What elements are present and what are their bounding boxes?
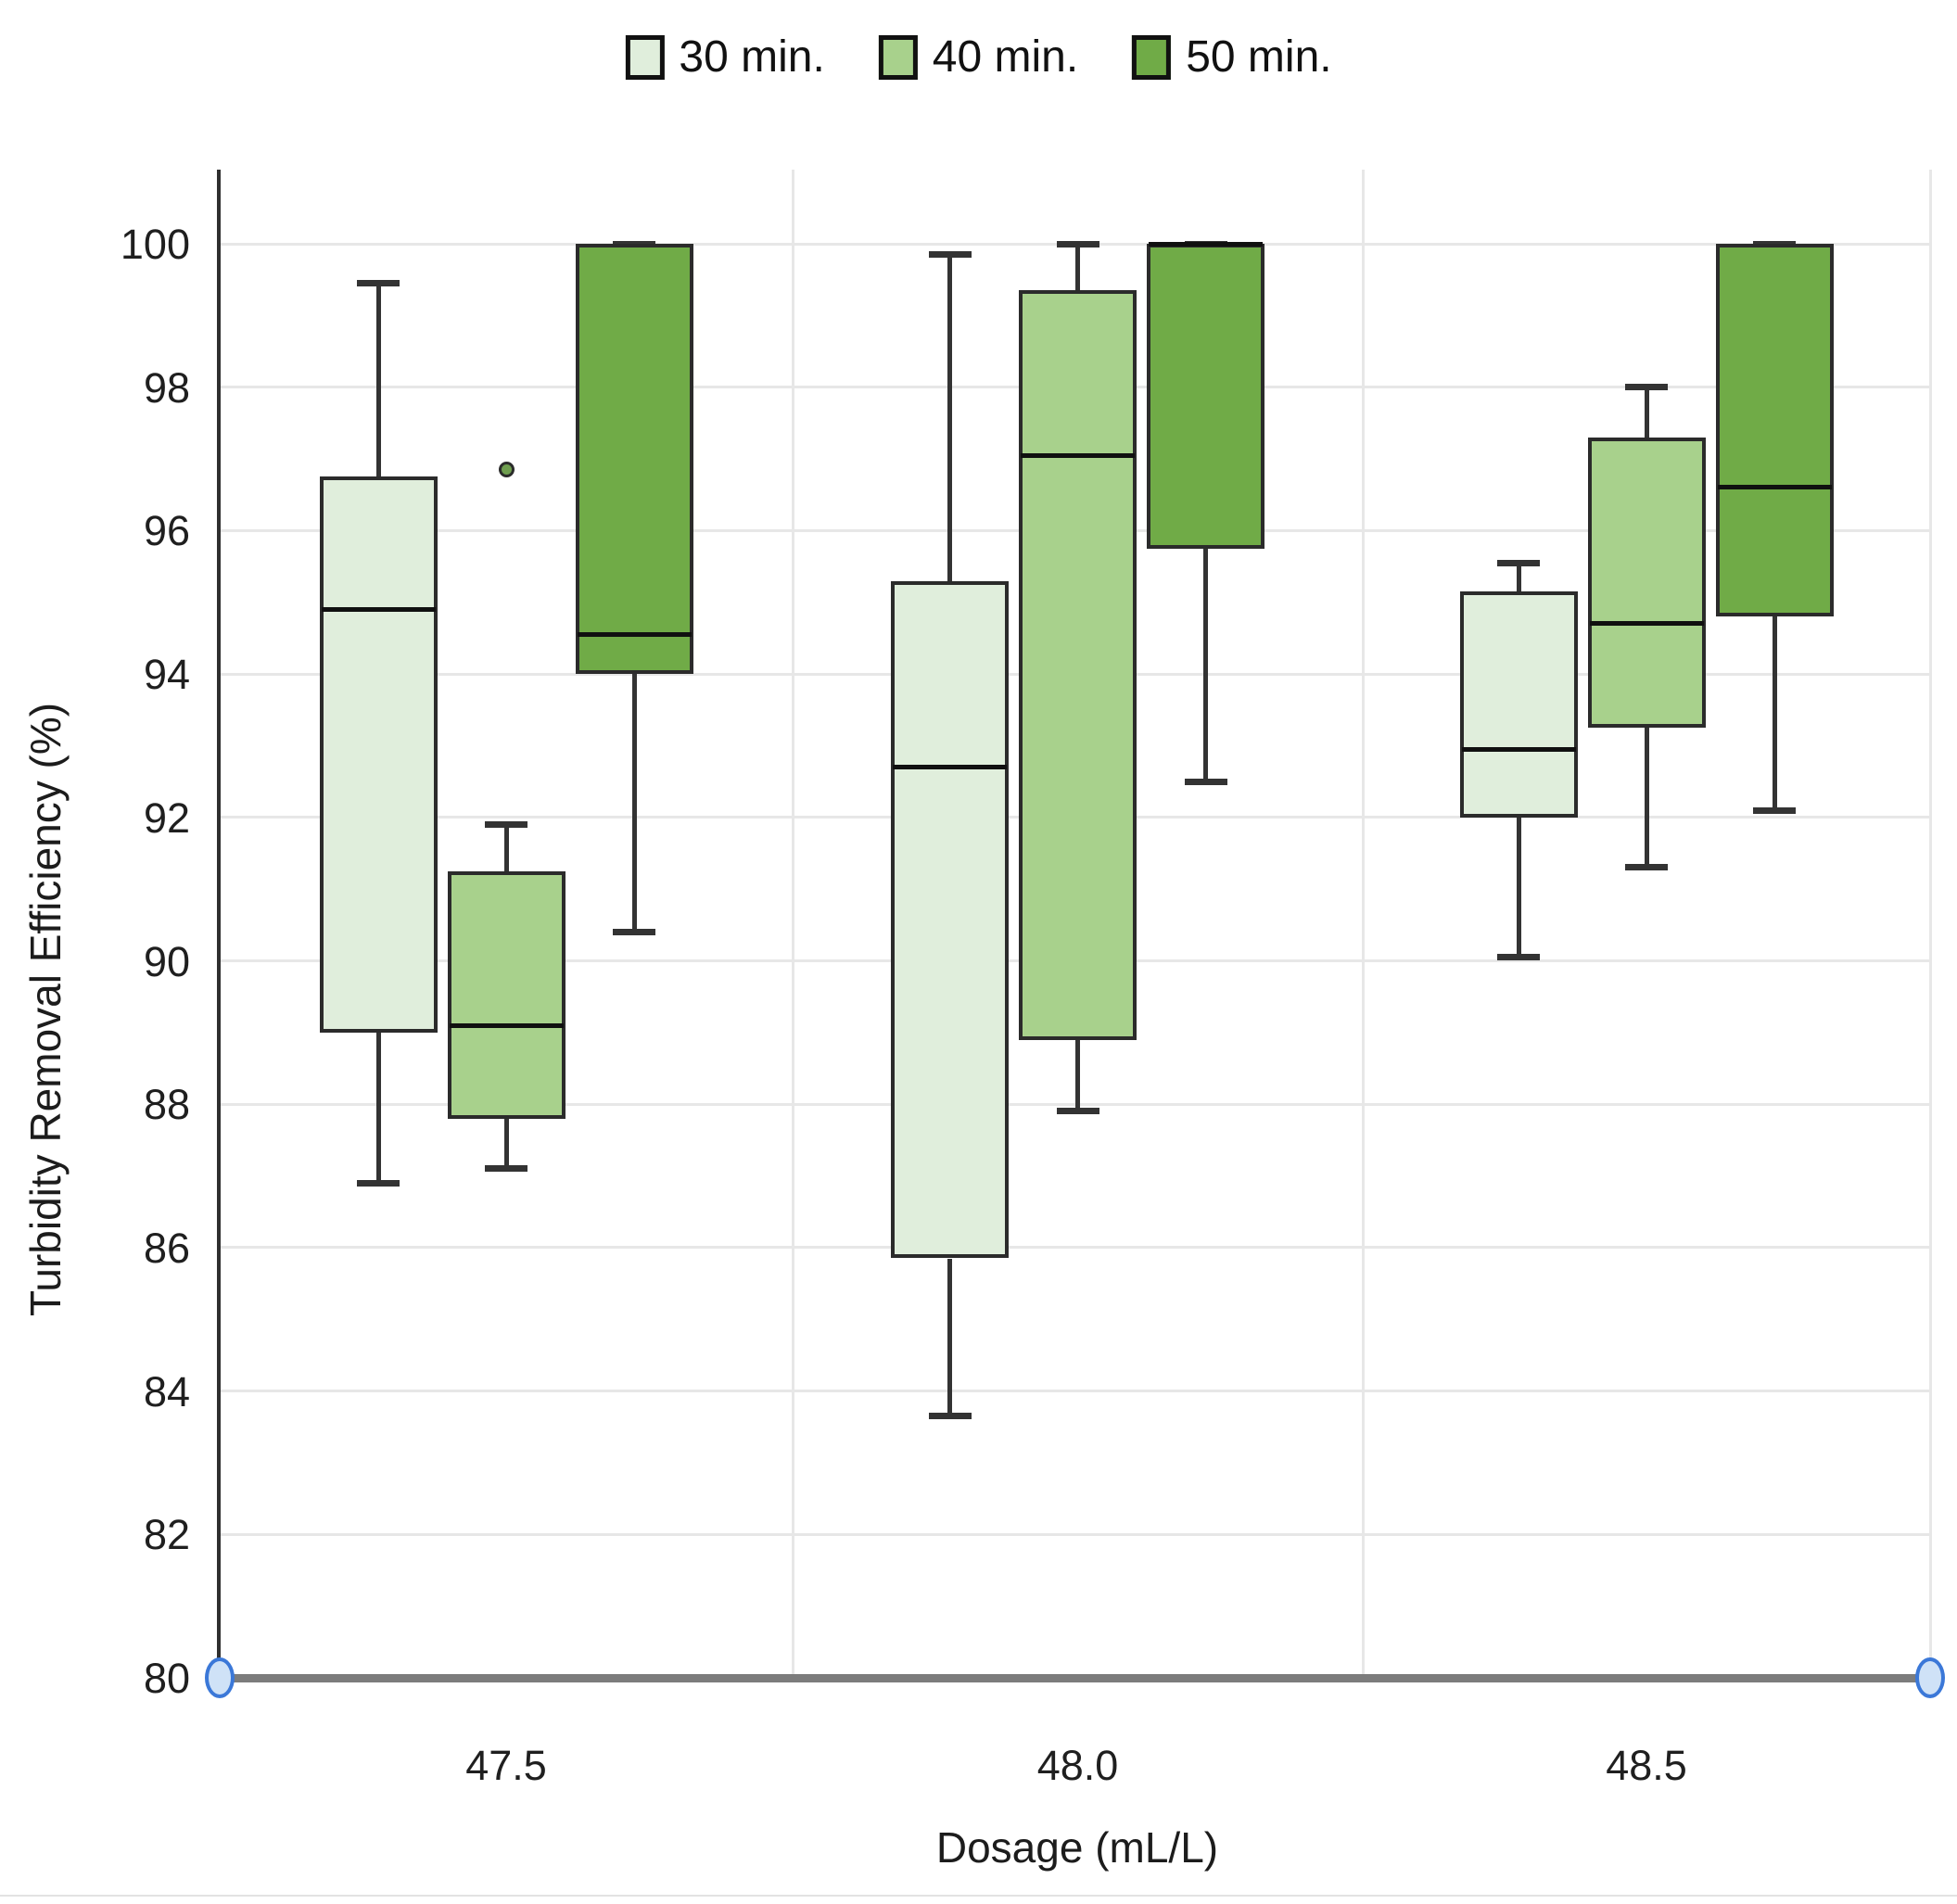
y-tick-label-84: 84 bbox=[143, 1367, 190, 1415]
y-tick-label-88: 88 bbox=[143, 1081, 190, 1129]
whisker-upper-30-min-48-0 bbox=[947, 254, 952, 581]
legend-swatch-30-min bbox=[625, 35, 665, 80]
axis-handle-left[interactable] bbox=[205, 1657, 235, 1698]
axis-handle-right[interactable] bbox=[1915, 1657, 1945, 1698]
bottom-divider bbox=[0, 1895, 1957, 1897]
y-axis-title: Turbidity Removal Efficiency (%) bbox=[21, 702, 70, 1316]
gridline-v-0 bbox=[791, 170, 794, 1678]
y-tick-label-92: 92 bbox=[143, 793, 190, 842]
box-40-min-48-5[interactable] bbox=[1587, 437, 1706, 729]
median-40-min-48-0 bbox=[1021, 452, 1135, 458]
whisker-lower-30-min-48-0 bbox=[947, 1258, 952, 1416]
x-tick-label-48-0: 48.0 bbox=[1036, 1742, 1119, 1789]
median-30-min-48-5 bbox=[1461, 746, 1576, 752]
whisker-upper-30-min-47-5 bbox=[375, 283, 381, 477]
y-tick-label-80: 80 bbox=[143, 1655, 190, 1702]
whisker-cap-max-40-min-47-5 bbox=[485, 821, 527, 829]
x-axis-title: Dosage (mL/L) bbox=[935, 1823, 1219, 1872]
legend-label: 30 min. bbox=[679, 32, 825, 82]
whisker-lower-50-min-48-0 bbox=[1203, 548, 1208, 782]
whisker-cap-min-40-min-48-5 bbox=[1625, 864, 1668, 871]
median-50-min-48-0 bbox=[1149, 241, 1263, 247]
y-axis-line bbox=[217, 170, 221, 1682]
legend-swatch-40-min bbox=[878, 35, 918, 80]
median-40-min-48-5 bbox=[1589, 621, 1704, 627]
whisker-cap-min-50-min-47-5 bbox=[613, 929, 655, 936]
whisker-lower-30-min-47-5 bbox=[375, 1032, 381, 1184]
box-50-min-48-5[interactable] bbox=[1715, 244, 1834, 617]
whisker-lower-40-min-48-5 bbox=[1644, 728, 1649, 868]
gridline-h-86 bbox=[220, 1246, 1930, 1250]
whisker-cap-min-50-min-48-5 bbox=[1753, 806, 1796, 814]
legend-item-40-min[interactable]: 40 min. bbox=[878, 32, 1079, 82]
whisker-cap-max-30-min-47-5 bbox=[357, 280, 400, 287]
y-tick-label-98: 98 bbox=[143, 363, 190, 412]
box-30-min-48-0[interactable] bbox=[891, 580, 1009, 1259]
legend-item-30-min[interactable]: 30 min. bbox=[625, 32, 825, 82]
whisker-upper-40-min-48-5 bbox=[1644, 387, 1649, 438]
legend-item-50-min[interactable]: 50 min. bbox=[1132, 32, 1332, 82]
whisker-cap-min-30-min-48-5 bbox=[1497, 954, 1540, 961]
box-40-min-47-5[interactable] bbox=[447, 870, 565, 1119]
whisker-cap-min-30-min-48-0 bbox=[928, 1413, 972, 1420]
whisker-upper-40-min-48-0 bbox=[1075, 244, 1080, 291]
y-tick-label-100: 100 bbox=[120, 221, 190, 268]
whisker-upper-40-min-47-5 bbox=[503, 824, 509, 871]
outlier-40-min-47-5[interactable] bbox=[498, 462, 515, 478]
gridline-v-1 bbox=[1361, 170, 1365, 1678]
whisker-upper-30-min-48-5 bbox=[1516, 563, 1521, 592]
box-50-min-47-5[interactable] bbox=[575, 244, 693, 675]
median-50-min-47-5 bbox=[577, 632, 692, 638]
box-30-min-47-5[interactable] bbox=[319, 476, 438, 1033]
whisker-cap-min-30-min-47-5 bbox=[357, 1179, 400, 1187]
legend-label: 40 min. bbox=[932, 32, 1079, 82]
whisker-cap-max-40-min-48-0 bbox=[1056, 240, 1099, 248]
legend: 30 min. 40 min. 50 min. bbox=[625, 32, 1332, 82]
y-tick-label-94: 94 bbox=[143, 651, 190, 699]
y-tick-label-90: 90 bbox=[143, 937, 190, 985]
whisker-lower-40-min-48-0 bbox=[1075, 1039, 1080, 1111]
gridline-h-88 bbox=[220, 1102, 1930, 1106]
whisker-cap-max-40-min-48-5 bbox=[1625, 384, 1668, 391]
median-40-min-47-5 bbox=[449, 1022, 564, 1028]
whisker-cap-min-40-min-48-0 bbox=[1056, 1108, 1099, 1115]
gridline-h-84 bbox=[220, 1390, 1930, 1393]
gridline-h-82 bbox=[220, 1532, 1930, 1536]
whisker-cap-max-30-min-48-5 bbox=[1497, 559, 1540, 566]
median-30-min-48-0 bbox=[893, 765, 1007, 770]
legend-label: 50 min. bbox=[1186, 32, 1332, 82]
median-50-min-48-5 bbox=[1717, 485, 1832, 490]
whisker-cap-max-30-min-48-0 bbox=[928, 251, 972, 259]
y-tick-label-82: 82 bbox=[143, 1511, 190, 1559]
box-40-min-48-0[interactable] bbox=[1019, 290, 1137, 1040]
x-tick-label-48-5: 48.5 bbox=[1606, 1742, 1687, 1789]
box-50-min-48-0[interactable] bbox=[1147, 244, 1264, 549]
whisker-cap-min-40-min-47-5 bbox=[485, 1165, 527, 1173]
x-axis-baseline[interactable] bbox=[213, 1673, 1937, 1682]
legend-swatch-50-min bbox=[1132, 35, 1172, 80]
gridline-v-2 bbox=[1928, 170, 1932, 1678]
x-tick-label-47-5: 47.5 bbox=[465, 1742, 547, 1789]
y-tick-label-86: 86 bbox=[143, 1224, 190, 1272]
whisker-lower-50-min-47-5 bbox=[631, 674, 637, 933]
y-tick-label-96: 96 bbox=[143, 507, 190, 555]
median-30-min-47-5 bbox=[321, 606, 436, 612]
box-30-min-48-5[interactable] bbox=[1459, 591, 1578, 818]
whisker-lower-30-min-48-5 bbox=[1516, 817, 1521, 958]
whisker-cap-min-50-min-48-0 bbox=[1184, 778, 1227, 785]
whisker-lower-40-min-47-5 bbox=[503, 1118, 509, 1169]
whisker-lower-50-min-48-5 bbox=[1772, 616, 1777, 811]
